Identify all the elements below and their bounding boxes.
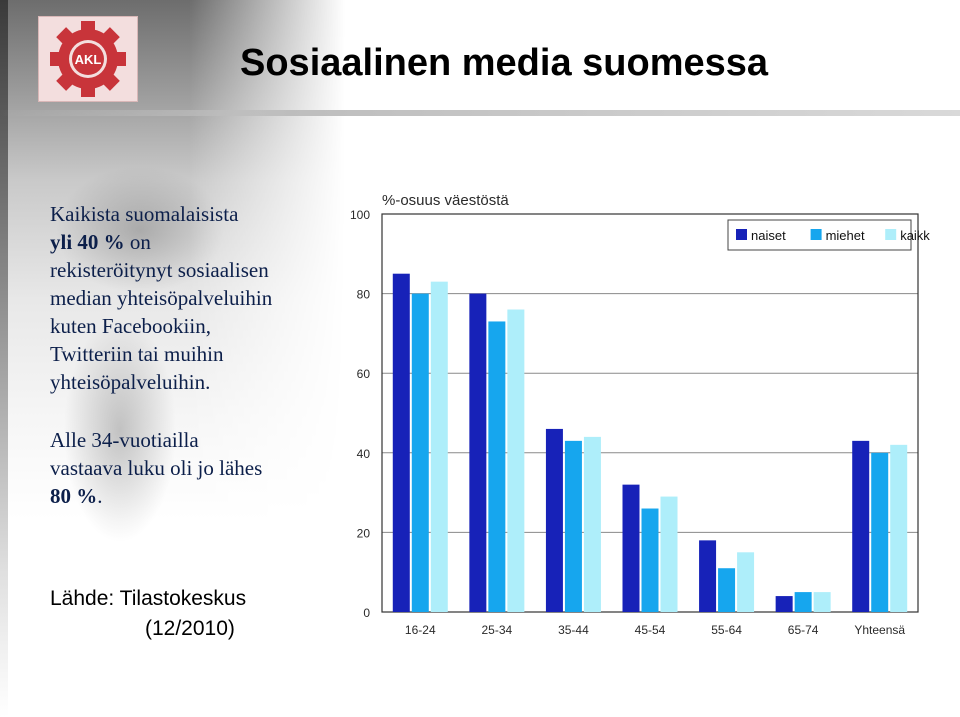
bar-naiset-Yhteensä: [852, 440, 870, 612]
description-fragment: on: [124, 230, 151, 254]
description-line: yli 40 % on: [50, 228, 350, 256]
bar-miehet-55-64: [718, 568, 736, 612]
bar-naiset-65-74: [775, 596, 793, 612]
y-tick-label: 40: [357, 447, 371, 461]
highlight-value: 80 %: [50, 484, 98, 508]
description-line: 80 %.: [50, 482, 350, 510]
x-tick-label: 55-64: [711, 623, 742, 637]
y-tick-label: 60: [357, 367, 371, 381]
description-line: vastaava luku oli jo lähes: [50, 456, 263, 480]
description-line: median yhteisöpalveluihin: [50, 286, 273, 310]
bar-chart: %-osuus väestöstä 0 20 40 60 80 100 16-24 25-34…: [340, 180, 933, 650]
bar-kaikki-Yhteensä: [890, 444, 908, 612]
x-tick-label: 25-34: [482, 623, 513, 637]
akl-logo: AKL: [38, 16, 138, 102]
chart-bars: [392, 273, 908, 612]
y-tick-label: 0: [363, 606, 370, 620]
bar-miehet-35-44: [564, 440, 582, 612]
description-line: Kaikista suomalaisista: [50, 202, 239, 226]
source-label: Lähde: Tilastokeskus: [50, 587, 247, 610]
x-tick-label: 65-74: [788, 623, 819, 637]
description-text: Kaikista suomalaisista yli 40 % on rekis…: [50, 200, 350, 510]
legend-swatch-kaikki: [885, 229, 897, 240]
y-tick-label: 80: [357, 288, 371, 302]
left-edge-strip: [0, 0, 8, 717]
chart-gridlines: [382, 213, 918, 533]
bar-kaikki-45-54: [660, 496, 678, 612]
legend-label-naiset: naiset: [751, 228, 786, 243]
page-title: Sosiaalinen media suomessa: [240, 42, 769, 84]
background-photo: [0, 0, 345, 717]
legend-label-miehet: miehet: [826, 228, 865, 243]
description-line: rekisteröitynyt sosiaalisen: [50, 258, 269, 282]
bar-miehet-65-74: [794, 592, 812, 612]
bar-naiset-25-34: [469, 293, 487, 612]
y-tick-label: 100: [350, 208, 370, 222]
highlight-value: yli 40 %: [50, 230, 125, 254]
source-citation: Lähde: Tilastokeskus (12/2010): [50, 584, 310, 644]
chart-title: %-osuus väestöstä: [382, 192, 509, 209]
bar-naiset-16-24: [392, 273, 410, 612]
description-line: yhteisöpalveluihin.: [50, 370, 211, 394]
y-tick-label: 20: [357, 526, 371, 540]
legend-label-kaikki: kaikki: [900, 228, 930, 243]
bar-kaikki-35-44: [583, 436, 601, 612]
bar-miehet-16-24: [411, 293, 429, 612]
chart-svg: %-osuus väestöstä 0 20 40 60 80 100 16-24 25-34…: [350, 192, 933, 637]
bar-miehet-25-34: [488, 321, 506, 612]
x-tick-label: 45-54: [635, 623, 666, 637]
description-line: kuten Facebookiin,: [50, 314, 211, 338]
bar-naiset-45-54: [622, 484, 640, 612]
legend-swatch-miehet: [810, 229, 822, 240]
bar-kaikki-65-74: [813, 592, 831, 612]
bar-miehet-45-54: [641, 508, 659, 612]
legend-swatch-naiset: [736, 229, 747, 240]
chart-axes: 0 20 40 60 80 100 16-24 25-34 35-44 45-54 55-64 65-…: [350, 208, 919, 637]
x-tick-label: Yhteensä: [854, 623, 905, 637]
bar-kaikki-16-24: [430, 281, 448, 612]
description-fragment: .: [97, 484, 103, 508]
logo-text: AKL: [75, 52, 102, 67]
bar-kaikki-25-34: [507, 309, 525, 612]
title-underline: [0, 110, 960, 116]
bar-miehet-Yhteensä: [871, 452, 889, 612]
chart-legend: naiset miehet kaikki: [727, 219, 933, 251]
x-tick-label: 35-44: [558, 623, 589, 637]
bar-kaikki-55-64: [737, 552, 755, 612]
source-date: (12/2010): [145, 617, 235, 640]
bar-naiset-35-44: [545, 428, 563, 612]
bar-naiset-55-64: [699, 540, 717, 612]
description-line: Alle 34-vuotiailla: [50, 428, 199, 452]
x-tick-label: 16-24: [405, 623, 436, 637]
description-line: Twitteriin tai muihin: [50, 342, 224, 366]
